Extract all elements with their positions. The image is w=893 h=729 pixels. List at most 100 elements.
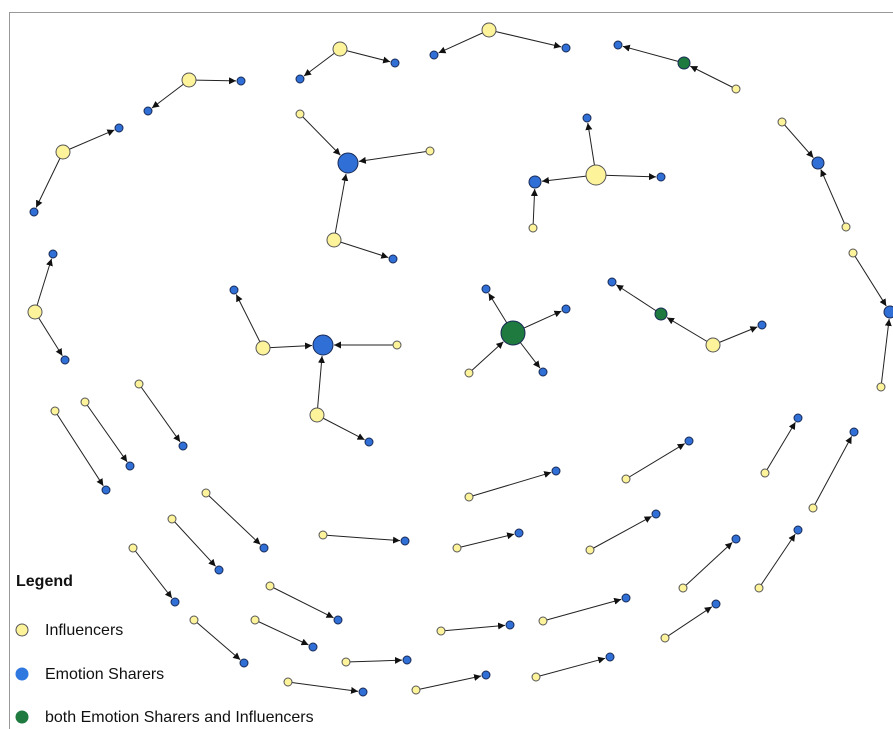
edge <box>262 342 313 350</box>
edge <box>269 585 334 619</box>
node <box>654 307 668 321</box>
edge <box>440 622 506 632</box>
legend-label: Influencers <box>45 622 123 639</box>
node <box>660 633 670 643</box>
node <box>848 248 858 258</box>
edge <box>690 65 737 90</box>
node <box>255 340 271 356</box>
edge <box>625 443 685 480</box>
node <box>181 72 197 88</box>
edge <box>415 674 482 691</box>
node <box>229 285 239 295</box>
node <box>754 583 764 593</box>
node <box>538 367 548 377</box>
edge <box>171 518 216 567</box>
node <box>464 368 474 378</box>
frame <box>9 12 893 729</box>
node <box>677 56 691 70</box>
edge <box>812 436 853 509</box>
node <box>101 485 111 495</box>
legend-swatch <box>15 667 29 681</box>
node <box>452 543 462 553</box>
node <box>295 109 305 119</box>
edge <box>132 547 173 599</box>
edge <box>781 121 814 159</box>
edge <box>299 113 341 156</box>
edge <box>468 471 552 498</box>
edge <box>193 619 241 661</box>
edge <box>456 532 515 549</box>
edge <box>333 173 349 241</box>
node <box>178 441 188 451</box>
node <box>125 461 135 471</box>
node <box>27 304 43 320</box>
node <box>333 615 343 625</box>
node <box>711 599 721 609</box>
node <box>429 50 439 60</box>
legend: Legend Influencers Emotion Sharers both … <box>15 573 314 726</box>
node <box>841 222 851 232</box>
edge <box>34 258 53 313</box>
node <box>481 670 491 680</box>
node <box>400 536 410 546</box>
edge <box>820 169 847 228</box>
edge <box>316 355 325 416</box>
legend-swatch <box>15 710 29 724</box>
node <box>60 355 70 365</box>
node <box>283 677 293 687</box>
edge <box>664 606 713 639</box>
edge <box>54 410 104 487</box>
node <box>388 254 398 264</box>
edge <box>682 542 733 589</box>
edge <box>758 533 796 589</box>
node <box>411 685 421 695</box>
edge <box>316 414 365 441</box>
edge <box>62 129 115 153</box>
edge <box>535 656 606 678</box>
node <box>505 620 515 630</box>
edge <box>764 422 796 474</box>
node <box>656 172 666 182</box>
node <box>538 616 548 626</box>
node <box>528 175 542 189</box>
node <box>585 545 595 555</box>
node <box>364 437 374 447</box>
edge <box>254 619 309 646</box>
node <box>29 207 39 217</box>
node <box>134 379 144 389</box>
node <box>259 543 269 553</box>
node <box>80 397 90 407</box>
edge <box>615 284 662 315</box>
node <box>332 41 348 57</box>
legend-label: both Emotion Sharers and Influencers <box>45 709 314 726</box>
node <box>793 525 803 535</box>
node <box>295 74 305 84</box>
node <box>236 76 246 86</box>
node <box>337 152 359 174</box>
edge <box>880 318 892 388</box>
node <box>214 565 224 575</box>
node <box>55 144 71 160</box>
node <box>265 581 275 591</box>
node <box>678 583 688 593</box>
node <box>464 492 474 502</box>
node <box>585 164 607 186</box>
node <box>50 406 60 416</box>
node <box>621 593 631 603</box>
node <box>514 528 524 538</box>
edge <box>287 681 359 694</box>
node <box>500 320 526 346</box>
node <box>811 156 825 170</box>
edge <box>345 656 403 664</box>
edge <box>589 515 652 551</box>
node <box>883 305 893 319</box>
edge <box>151 79 190 109</box>
node <box>326 232 342 248</box>
edge <box>468 341 504 374</box>
node <box>167 514 177 524</box>
node <box>528 223 538 233</box>
node <box>705 337 721 353</box>
node <box>760 468 770 478</box>
node <box>531 672 541 682</box>
